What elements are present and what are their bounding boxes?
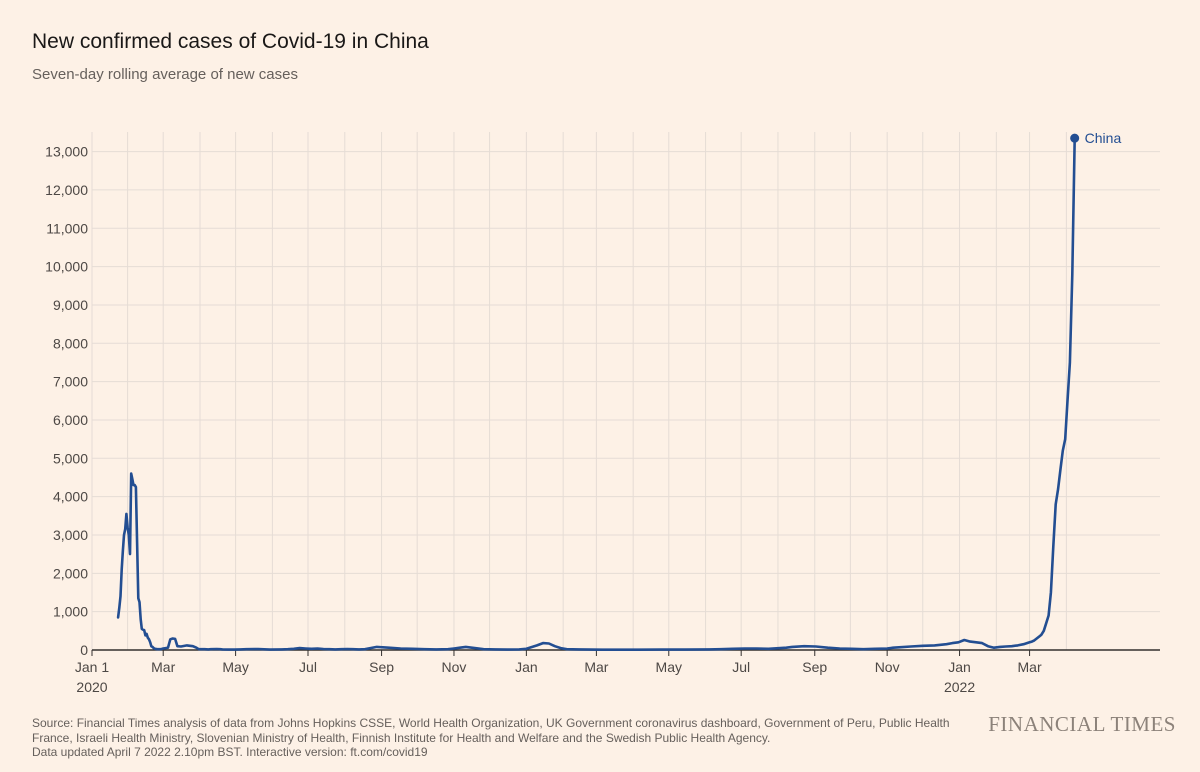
x-tick-label: Nov <box>875 659 900 675</box>
series-line-china <box>116 136 1076 652</box>
y-tick-label: 1,000 <box>53 604 88 620</box>
y-tick-label: 11,000 <box>46 220 88 236</box>
y-tick-label: 4,000 <box>53 489 88 505</box>
y-axis-ticks: 0 1,000 2,000 3,000 4,000 5,000 6,000 7,000 8,00… <box>45 144 88 658</box>
x-tick-year-label: 2022 <box>944 679 975 695</box>
x-tick-label: Jan <box>515 659 538 675</box>
y-tick-label: 10,000 <box>45 259 88 275</box>
y-tick-label: 8,000 <box>53 335 88 351</box>
x-tick-label: Nov <box>442 659 467 675</box>
source-note: Source: Financial Times analysis of data… <box>32 716 950 745</box>
y-tick-label: 3,000 <box>53 527 88 543</box>
x-tick-label: Jul <box>732 659 750 675</box>
x-tick-label: Jan <box>948 659 971 675</box>
line-chart: 0 1,000 2,000 3,000 4,000 5,000 6,000 7,000 8,00… <box>45 130 1160 695</box>
series-label: China <box>1085 130 1122 146</box>
y-tick-label: 12,000 <box>45 182 88 198</box>
chart-title: New confirmed cases of Covid-19 in China <box>32 30 429 53</box>
y-tick-label: 13,000 <box>45 144 88 160</box>
series-layer: China <box>116 130 1122 652</box>
footer: Source: Financial Times analysis of data… <box>32 716 972 760</box>
y-tick-label: 2,000 <box>53 565 88 581</box>
y-tick-label: 6,000 <box>53 412 88 428</box>
x-tick-label: Sep <box>369 659 394 675</box>
x-axis-ticks: Jan 1 2020 Mar May Jul Sep Nov Jan Mar May Jul Sep N… <box>75 650 1042 695</box>
x-tick-label: May <box>656 659 682 675</box>
x-tick-year-label: 2020 <box>76 679 107 695</box>
chart-subtitle: Seven-day rolling average of new cases <box>32 66 298 83</box>
x-tick-label: Jan 1 <box>75 659 109 675</box>
x-tick-label: Mar <box>151 659 175 675</box>
y-tick-label: 7,000 <box>53 374 88 390</box>
x-tick-label: Mar <box>584 659 608 675</box>
y-tick-label: 5,000 <box>53 450 88 466</box>
y-tick-label: 9,000 <box>53 297 88 313</box>
ft-logo: FINANCIAL TIMES <box>988 712 1176 736</box>
x-tick-label: May <box>222 659 248 675</box>
update-note: Data updated April 7 2022 2.10pm BST. In… <box>32 745 428 759</box>
y-tick-label: 0 <box>80 642 88 658</box>
series-end-marker <box>1070 133 1080 143</box>
x-tick-label: Mar <box>1018 659 1042 675</box>
x-tick-label: Jul <box>299 659 317 675</box>
x-tick-label: Sep <box>802 659 827 675</box>
gridlines <box>91 132 1160 650</box>
